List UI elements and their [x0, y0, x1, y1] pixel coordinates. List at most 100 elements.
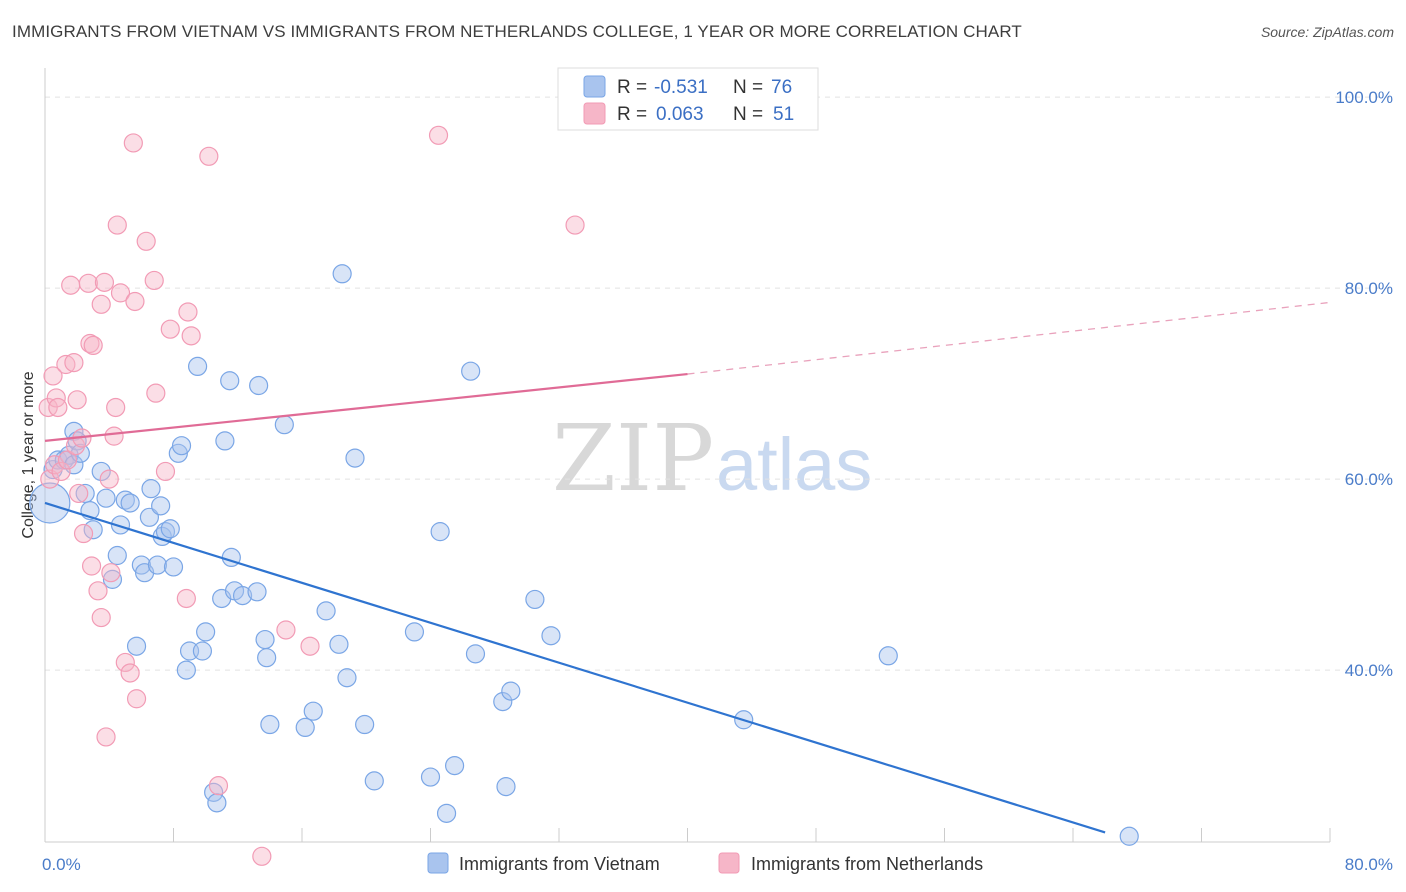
point-1-50 — [565, 215, 585, 235]
point-0-32 — [176, 660, 196, 680]
point-0-58 — [355, 714, 375, 735]
point-1-28 — [106, 397, 126, 418]
x-tick-label-0: 0.0% — [42, 855, 81, 874]
point-0-48 — [257, 648, 277, 668]
point-0-68 — [496, 777, 516, 797]
point-1-45 — [208, 776, 229, 796]
legend-n-label-vietnam: N = — [733, 77, 763, 98]
point-1-21 — [91, 607, 111, 628]
point-0-47 — [255, 629, 275, 650]
point-0-63 — [436, 803, 457, 823]
axes — [44, 68, 1331, 843]
point-1-18 — [81, 556, 102, 576]
point-0-73 — [878, 646, 898, 666]
point-0-28 — [160, 519, 180, 539]
series-0 — [29, 264, 1139, 846]
y-tick-labels: 100.0% 80.0% 60.0% 40.0% — [1335, 88, 1393, 680]
x-tick-label-1: 80.0% — [1345, 855, 1393, 874]
point-1-47 — [276, 620, 296, 640]
legend-r-label-netherlands: R = — [617, 104, 647, 125]
point-0-19 — [126, 636, 147, 656]
legend-box: R = -0.531 N = 76 R = 0.063 N = 51 — [557, 67, 819, 131]
point-0-15 — [107, 545, 127, 566]
point-1-32 — [120, 663, 140, 683]
legend-r-label-vietnam: R = — [617, 77, 647, 98]
point-0-67 — [493, 692, 513, 712]
bottom-legend-label-vietnam: Immigrants from Vietnam — [459, 854, 660, 874]
point-0-53 — [316, 601, 336, 621]
y-tick-label-2: 60.0% — [1345, 470, 1393, 489]
source-credit: Source: ZipAtlas.com — [1260, 24, 1394, 40]
series-1 — [38, 125, 585, 866]
point-0-66 — [465, 644, 486, 664]
point-1-30 — [110, 283, 131, 303]
point-0-18 — [120, 493, 140, 513]
point-1-41 — [176, 588, 196, 609]
bottom-legend-label-netherlands: Immigrants from Netherlands — [751, 854, 983, 874]
point-0-41 — [220, 371, 240, 391]
point-0-69 — [501, 681, 521, 701]
point-0-25 — [151, 496, 171, 516]
point-1-48 — [300, 636, 320, 656]
gridlines — [45, 96, 1390, 671]
point-0-49 — [260, 714, 280, 735]
point-1-22 — [91, 294, 111, 314]
point-1-38 — [146, 383, 166, 403]
point-0-16 — [110, 515, 131, 535]
point-1-23 — [94, 272, 115, 292]
point-1-9 — [61, 275, 81, 295]
point-1-34 — [125, 291, 145, 312]
point-1-46 — [252, 846, 272, 866]
point-0-14 — [102, 569, 123, 589]
point-1-4 — [46, 388, 66, 408]
point-0-40 — [215, 431, 235, 451]
point-1-10 — [64, 352, 84, 373]
point-0-56 — [337, 668, 357, 688]
point-0-46 — [249, 375, 269, 396]
point-0-55 — [332, 264, 352, 284]
y-tick-label-3: 40.0% — [1345, 661, 1393, 680]
point-1-31 — [115, 652, 135, 673]
point-1-29 — [107, 215, 127, 235]
legend-r-value-netherlands: 0.063 — [656, 104, 704, 125]
point-0-50 — [274, 415, 294, 435]
point-1-40 — [160, 319, 180, 339]
trend-line-netherlands-extension — [687, 301, 1331, 375]
point-0-12 — [91, 461, 111, 482]
point-0-23 — [141, 479, 161, 499]
y-tick-label-1: 80.0% — [1345, 279, 1393, 298]
point-0-11 — [83, 520, 103, 540]
legend-n-value-netherlands: 51 — [773, 104, 794, 125]
point-1-20 — [88, 581, 108, 601]
point-1-24 — [96, 727, 116, 747]
legend-swatch-vietnam — [583, 75, 606, 98]
legend-r-value-vietnam: -0.531 — [654, 77, 708, 98]
point-1-27 — [104, 426, 124, 446]
point-0-70 — [525, 589, 545, 610]
bottom-legend: Immigrants from Vietnam Immigrants from … — [427, 852, 983, 874]
point-0-57 — [345, 448, 365, 468]
point-1-25 — [99, 469, 119, 489]
point-0-61 — [420, 767, 441, 787]
point-1-16 — [78, 273, 98, 293]
y-axis-label: College, 1 year or more — [20, 371, 37, 538]
point-0-51 — [295, 717, 315, 738]
point-0-62 — [430, 522, 450, 542]
point-1-33 — [123, 133, 143, 153]
trend-line-vietnam — [44, 501, 1106, 834]
point-1-35 — [126, 689, 147, 709]
legend-n-label-netherlands: N = — [733, 104, 763, 125]
legend-swatch-netherlands — [583, 102, 606, 125]
bottom-legend-swatch-netherlands — [718, 852, 740, 874]
point-1-2 — [43, 366, 63, 386]
point-0-59 — [364, 771, 384, 791]
point-0-38 — [207, 793, 227, 813]
point-0-44 — [232, 586, 253, 606]
chart-title: IMMIGRANTS FROM VIETNAM VS IMMIGRANTS FR… — [12, 22, 1022, 41]
point-0-52 — [303, 701, 323, 721]
point-0-35 — [192, 641, 213, 661]
point-1-26 — [101, 563, 121, 583]
point-0-24 — [147, 555, 168, 575]
point-0-29 — [163, 557, 184, 577]
point-1-19 — [83, 335, 103, 355]
